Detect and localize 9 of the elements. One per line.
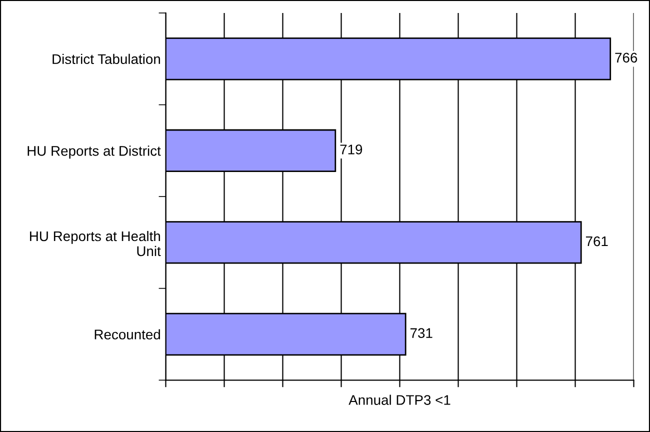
data-label: 766 [615, 52, 638, 63]
data-label: 731 [410, 328, 432, 338]
data-label: 719 [340, 144, 362, 154]
data-label: 761 [586, 236, 608, 246]
y-tick-label: HU Reports at Health Unit [30, 230, 161, 256]
y-tick-label: District Tabulation [52, 54, 160, 64]
y-tick-label: HU Reports at District [28, 146, 161, 159]
y-tick-label: Recounted [94, 329, 160, 340]
x-axis-title: Annual DTP3 <1 [348, 394, 450, 405]
